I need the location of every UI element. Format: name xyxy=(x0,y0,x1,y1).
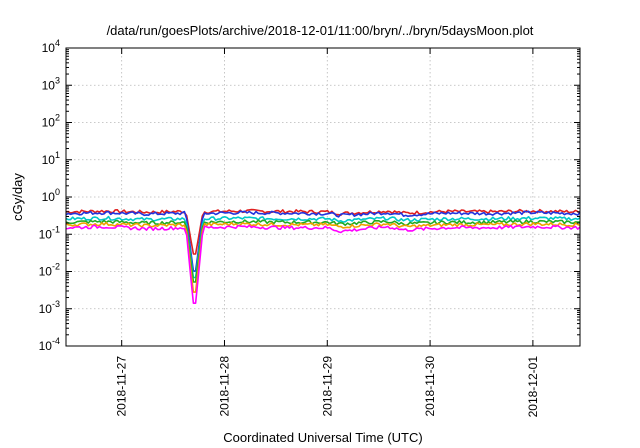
x-tick-label: 2018-11-27 xyxy=(115,356,129,417)
y-tick-labels: 10-4 10-3 10-2 10-1 100 101 102 103 104 xyxy=(39,38,60,353)
y-tick-label: 10-3 xyxy=(39,299,60,316)
y-tick-label: 104 xyxy=(42,38,60,55)
series-line-2 xyxy=(65,210,581,272)
series-line-6 xyxy=(65,224,581,305)
series-line-1 xyxy=(65,208,581,255)
y-tick-label: 101 xyxy=(42,150,60,167)
x-tick-label: 2018-11-29 xyxy=(320,356,334,417)
series-line-3 xyxy=(65,215,581,279)
x-tick-labels: 2018-11-27 2018-11-28 2018-11-29 2018-11-30… xyxy=(115,356,540,418)
x-tick-label: 2018-12-01 xyxy=(526,356,540,418)
y-tick-label: 100 xyxy=(42,187,60,204)
x-tick-label: 2018-11-28 xyxy=(217,356,231,417)
x-tick-label: 2018-11-30 xyxy=(423,356,437,417)
grid xyxy=(66,48,580,346)
series-layer xyxy=(65,208,581,305)
series-line-5 xyxy=(65,221,581,293)
y-tick-label: 10-4 xyxy=(39,336,60,353)
y-tick-label: 102 xyxy=(42,113,60,130)
y-tick-label: 10-1 xyxy=(39,224,60,241)
y-tick-label: 10-2 xyxy=(39,262,60,279)
y-tick-label: 103 xyxy=(42,75,60,92)
y-axis-label: cGy/day xyxy=(10,173,25,221)
chart-title: /data/run/goesPlots/archive/2018-12-01/1… xyxy=(107,23,534,38)
axis-ticks xyxy=(66,47,580,347)
x-axis-label: Coordinated Universal Time (UTC) xyxy=(223,430,422,445)
series-line-4 xyxy=(65,219,580,283)
